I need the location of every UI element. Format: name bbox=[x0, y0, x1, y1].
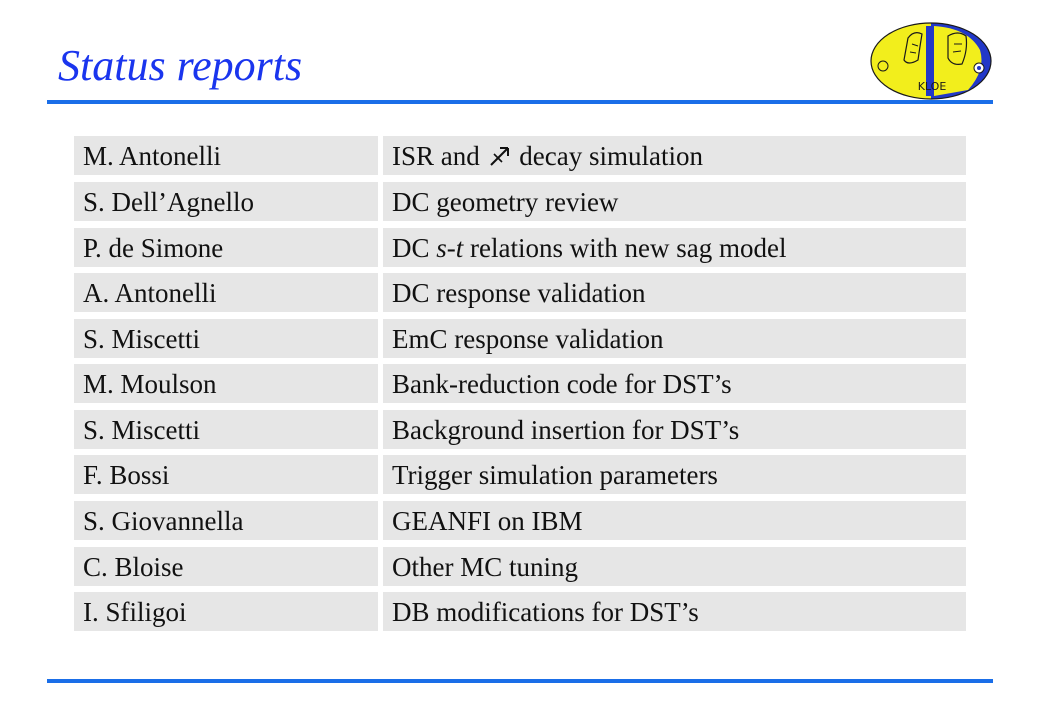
title-divider bbox=[47, 100, 993, 104]
reporter-name: M. Moulson bbox=[74, 364, 378, 403]
page-title: Status reports bbox=[58, 41, 303, 90]
kloe-logo-icon: KLOE bbox=[868, 20, 994, 102]
topic-text: DC bbox=[392, 233, 430, 263]
reporter-name: S. Dell’Agnello bbox=[74, 182, 378, 221]
reporter-name: S. Giovannella bbox=[74, 501, 378, 540]
logo-text: KLOE bbox=[918, 80, 947, 93]
reporter-name: M. Antonelli bbox=[74, 136, 378, 175]
report-topic: DB modifications for DST’s bbox=[383, 592, 966, 631]
footer-divider bbox=[47, 679, 993, 683]
report-topic: EmC response validation bbox=[383, 319, 966, 358]
table-row: S. Miscetti EmC response validation bbox=[74, 319, 966, 358]
table-row: M. Moulson Bank-reduction code for DST’s bbox=[74, 364, 966, 403]
report-topic: DC geometry review bbox=[383, 182, 966, 221]
table-row: I. Sfiligoi DB modifications for DST’s bbox=[74, 592, 966, 631]
reporter-name: F. Bossi bbox=[74, 455, 378, 494]
reporter-name: S. Miscetti bbox=[74, 319, 378, 358]
reporter-name: I. Sfiligoi bbox=[74, 592, 378, 631]
report-topic: DC s-t relations with new sag model bbox=[383, 228, 966, 267]
reporter-name: P. de Simone bbox=[74, 228, 378, 267]
topic-text: decay simulation bbox=[519, 141, 703, 171]
reporter-name: S. Miscetti bbox=[74, 410, 378, 449]
table-row: S. Miscetti Background insertion for DST… bbox=[74, 410, 966, 449]
reporter-name: C. Bloise bbox=[74, 547, 378, 586]
table-row: P. de Simone DC s-t relations with new s… bbox=[74, 228, 966, 267]
report-topic: ISR and decay simulation bbox=[383, 136, 966, 175]
report-topic: Background insertion for DST’s bbox=[383, 410, 966, 449]
report-topic: DC response validation bbox=[383, 273, 966, 312]
report-topic: GEANFI on IBM bbox=[383, 501, 966, 540]
table-row: S. Giovannella GEANFI on IBM bbox=[74, 501, 966, 540]
table-row: M. Antonelli ISR and decay simulation bbox=[74, 136, 966, 175]
report-topic: Other MC tuning bbox=[383, 547, 966, 586]
table-row: F. Bossi Trigger simulation parameters bbox=[74, 455, 966, 494]
topic-italic-text: s-t bbox=[436, 233, 464, 263]
table-row: A. Antonelli DC response validation bbox=[74, 273, 966, 312]
report-topic: Trigger simulation parameters bbox=[383, 455, 966, 494]
table-row: C. Bloise Other MC tuning bbox=[74, 547, 966, 586]
topic-text: relations with new sag model bbox=[470, 233, 787, 263]
reporter-name: A. Antonelli bbox=[74, 273, 378, 312]
table-row: S. Dell’Agnello DC geometry review bbox=[74, 182, 966, 221]
topic-text: ISR and bbox=[392, 141, 480, 171]
report-topic: Bank-reduction code for DST’s bbox=[383, 364, 966, 403]
phi-arrow-icon bbox=[489, 138, 511, 166]
